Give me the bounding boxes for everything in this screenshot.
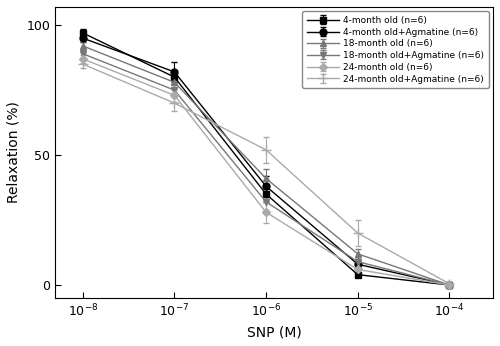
Y-axis label: Relaxation (%): Relaxation (%): [7, 102, 21, 203]
X-axis label: SNP (M): SNP (M): [247, 325, 302, 339]
Legend: 4-month old (n=6), 4-month old+Agmatine (n=6), 18-month old (n=6), 18-month old+: 4-month old (n=6), 4-month old+Agmatine …: [302, 11, 488, 88]
